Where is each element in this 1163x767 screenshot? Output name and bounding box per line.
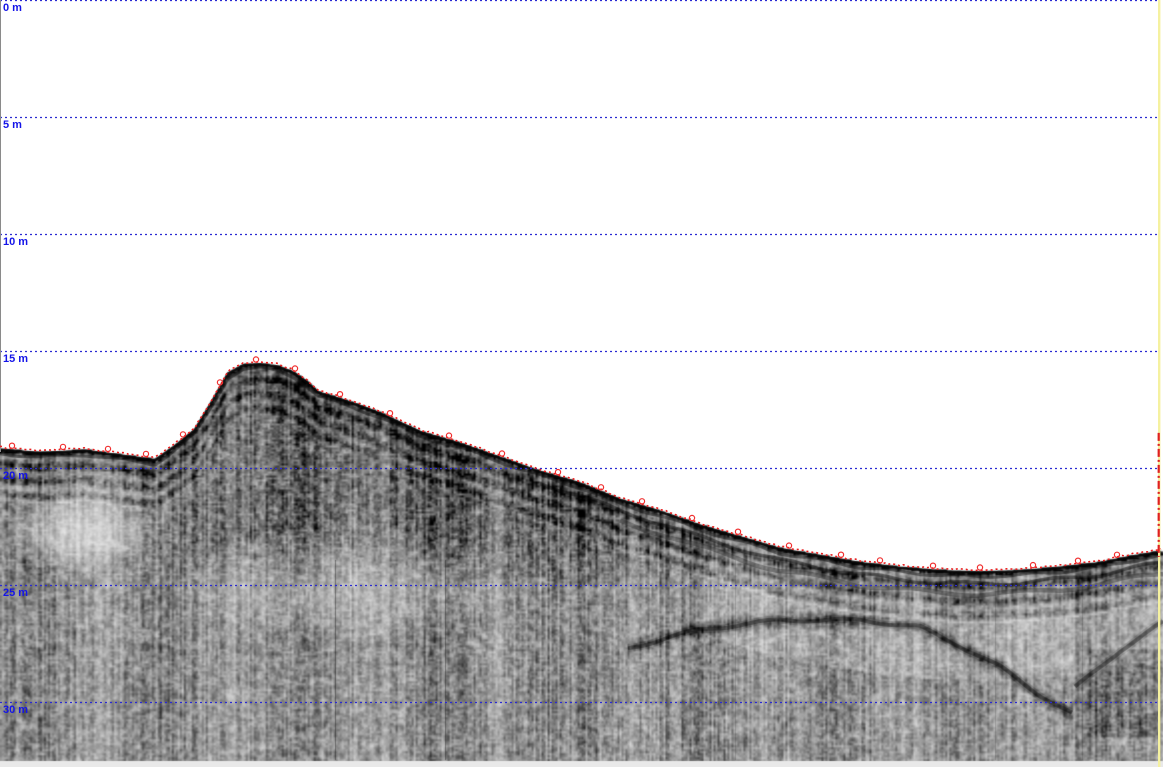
depth-label-30m: 30 m [3, 704, 29, 716]
seabed-pick-marker [445, 432, 453, 439]
seabed-pick-marker [734, 528, 742, 535]
seabed-pick-marker [252, 356, 260, 363]
depth-label-0m: 0 m [3, 2, 22, 14]
seabed-pick-marker [554, 468, 562, 476]
seabed-pick-marker [59, 443, 67, 451]
seabed-pick-trace [0, 356, 1162, 572]
seabed-pick-marker [976, 564, 984, 571]
seabed-trace-line [0, 360, 1162, 572]
depth-label-15m: 15 m [3, 353, 29, 365]
seabed-pick-marker [179, 431, 187, 438]
depth-gridlines [0, 0, 1158, 704]
depth-label-10m: 10 m [3, 236, 29, 248]
seabed-pick-marker [688, 514, 696, 522]
seabed-pick-marker [8, 442, 16, 449]
seabed-pick-marker [291, 365, 299, 372]
seabed-pick-marker [597, 484, 605, 491]
seabed-pick-marker [638, 498, 646, 505]
seabed-pick-marker [1029, 561, 1037, 569]
depth-label-20m: 20 m [3, 470, 29, 482]
seabed-pick-marker [929, 562, 937, 569]
depth-label-25m: 25 m [3, 587, 29, 599]
seabed-pick-marker [785, 542, 793, 549]
seabed-pick-marker [1074, 557, 1082, 564]
seabed-pick-marker [876, 557, 884, 564]
seabed-pick-marker [498, 450, 506, 457]
seabed-pick-marker [336, 391, 344, 398]
seabed-pick-marker [386, 410, 394, 417]
seabed-pick-marker [216, 379, 224, 386]
seabed-pick-marker [1113, 551, 1121, 559]
seabed-pick-marker [837, 551, 845, 558]
depth-label-5m: 5 m [3, 119, 22, 131]
right-edge-line [1158, 0, 1161, 767]
seabed-pick-marker [104, 445, 112, 453]
seabed-pick-marker [142, 450, 150, 458]
